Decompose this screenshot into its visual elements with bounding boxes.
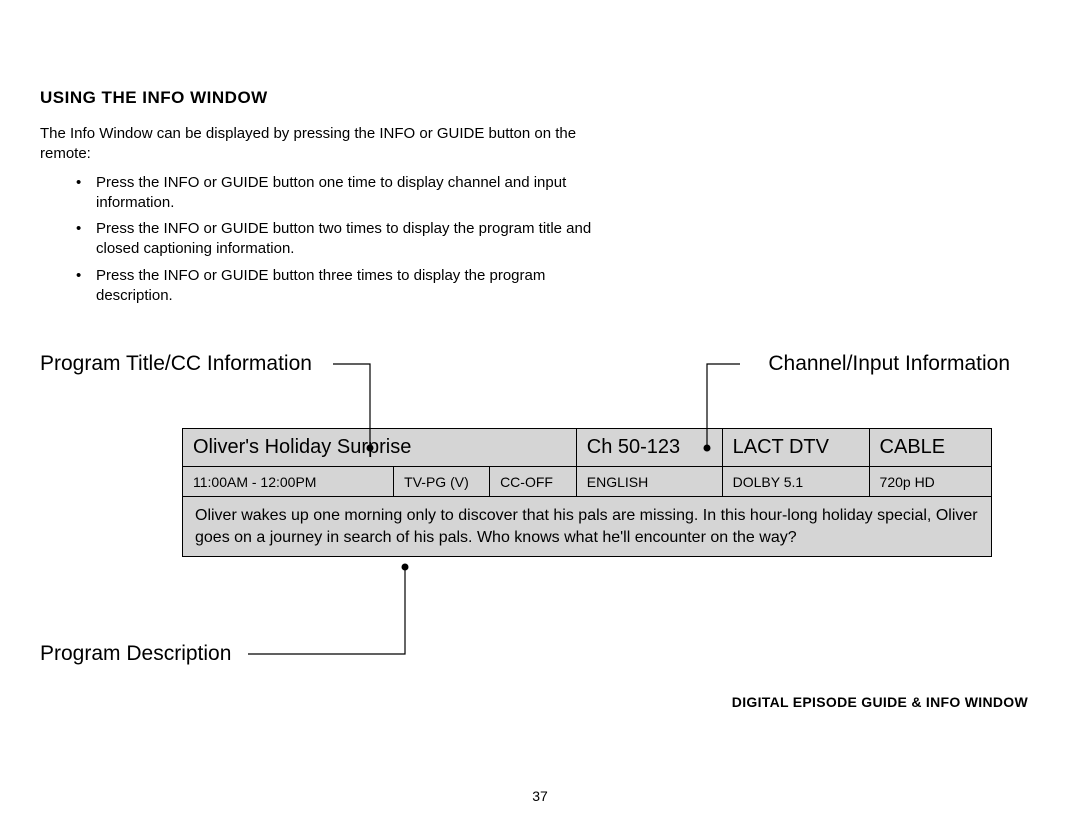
info-window-table: Oliver's Holiday Surprise Ch 50-123 LACT… [182,428,992,557]
callout-channel-input: Channel/Input Information [768,352,1010,376]
list-item: Press the INFO or GUIDE button three tim… [76,266,600,307]
footer-section-title: DIGITAL EPISODE GUIDE & INFO WINDOW [732,694,1028,710]
list-item: Press the INFO or GUIDE button two times… [76,219,600,260]
info-window-diagram: Program Title/CC Information Channel/Inp… [40,352,1040,722]
table-row: Oliver wakes up one morning only to disc… [183,497,992,557]
callout-program-description: Program Description [40,642,231,666]
resolution-cell: 720p HD [869,467,991,497]
time-cell: 11:00AM - 12:00PM [183,467,394,497]
table-row: 11:00AM - 12:00PM TV-PG (V) CC-OFF ENGLI… [183,467,992,497]
audio-cell: DOLBY 5.1 [722,467,869,497]
language-cell: ENGLISH [576,467,722,497]
cc-cell: CC-OFF [490,467,577,497]
table-row: Oliver's Holiday Surprise Ch 50-123 LACT… [183,429,992,467]
callout-program-title: Program Title/CC Information [40,352,312,376]
section-heading: USING THE INFO WINDOW [40,88,1040,108]
rating-cell: TV-PG (V) [394,467,490,497]
tuner-cell: LACT DTV [722,429,869,467]
page-number: 37 [0,788,1080,804]
intro-paragraph: The Info Window can be displayed by pres… [40,124,600,165]
input-cell: CABLE [869,429,991,467]
channel-cell: Ch 50-123 [576,429,722,467]
program-title-cell: Oliver's Holiday Surprise [183,429,577,467]
description-cell: Oliver wakes up one morning only to disc… [183,497,992,557]
instruction-list: Press the INFO or GUIDE button one time … [40,173,600,307]
list-item: Press the INFO or GUIDE button one time … [76,173,600,214]
